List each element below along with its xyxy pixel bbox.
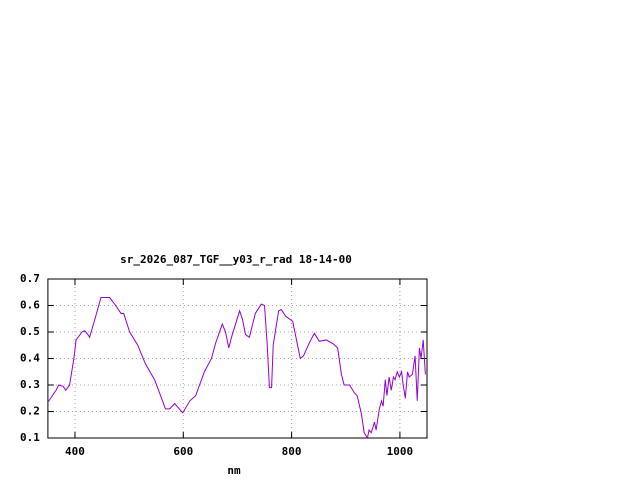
data-line — [47, 297, 426, 440]
y-tick-label: 0.1 — [20, 431, 40, 444]
y-tick-label: 0.5 — [20, 325, 40, 338]
chart-title: sr_2026_087_TGF__y03_r_rad 18-14-00 — [120, 253, 352, 266]
x-tick-label: 1000 — [387, 445, 414, 458]
y-tick-label: 0.3 — [20, 378, 40, 391]
x-tick-label: 800 — [282, 445, 302, 458]
plot-border — [47, 278, 428, 439]
y-tick-label: 0.4 — [20, 352, 40, 365]
y-tick-label: 0.6 — [20, 299, 40, 312]
x-tick-label: 400 — [65, 445, 85, 458]
x-axis-label: nm — [227, 464, 241, 477]
y-tick-label: 0.2 — [20, 405, 40, 418]
y-tick-label: 0.7 — [20, 272, 40, 285]
x-tick-label: 600 — [173, 445, 193, 458]
